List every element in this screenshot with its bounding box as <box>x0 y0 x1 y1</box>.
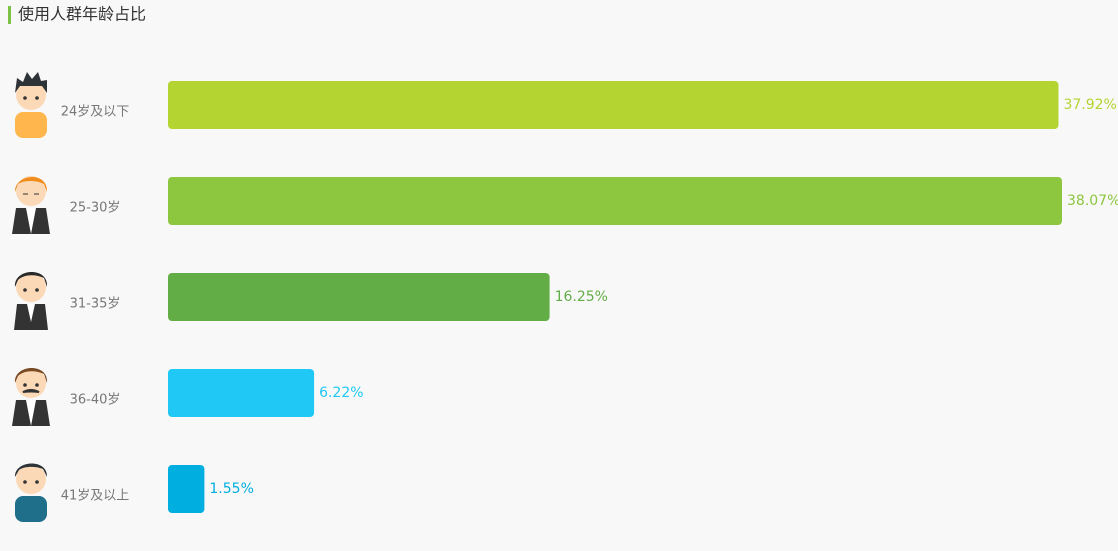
avatar <box>14 271 48 330</box>
value-label: 16.25% <box>555 289 608 305</box>
category-label: 25-30岁 <box>70 201 121 216</box>
avatar <box>12 176 50 234</box>
chart-title: 使用人群年龄占比 <box>18 5 146 24</box>
category-label: 24岁及以下 <box>61 105 130 120</box>
title-marker <box>8 6 11 24</box>
bar <box>168 177 1062 225</box>
avatar <box>15 72 47 138</box>
bar <box>168 81 1059 129</box>
avatar <box>12 367 50 426</box>
value-label: 38.07% <box>1067 193 1118 209</box>
category-label: 36-40岁 <box>70 393 121 408</box>
bar <box>168 465 205 513</box>
value-label: 6.22% <box>319 385 363 401</box>
category-label: 41岁及以上 <box>61 489 130 504</box>
bar <box>168 369 315 417</box>
value-label: 1.55% <box>209 481 253 497</box>
bar <box>168 273 550 321</box>
avatar <box>14 463 48 522</box>
value-label: 37.92% <box>1063 97 1116 113</box>
category-label: 31-35岁 <box>70 297 121 312</box>
